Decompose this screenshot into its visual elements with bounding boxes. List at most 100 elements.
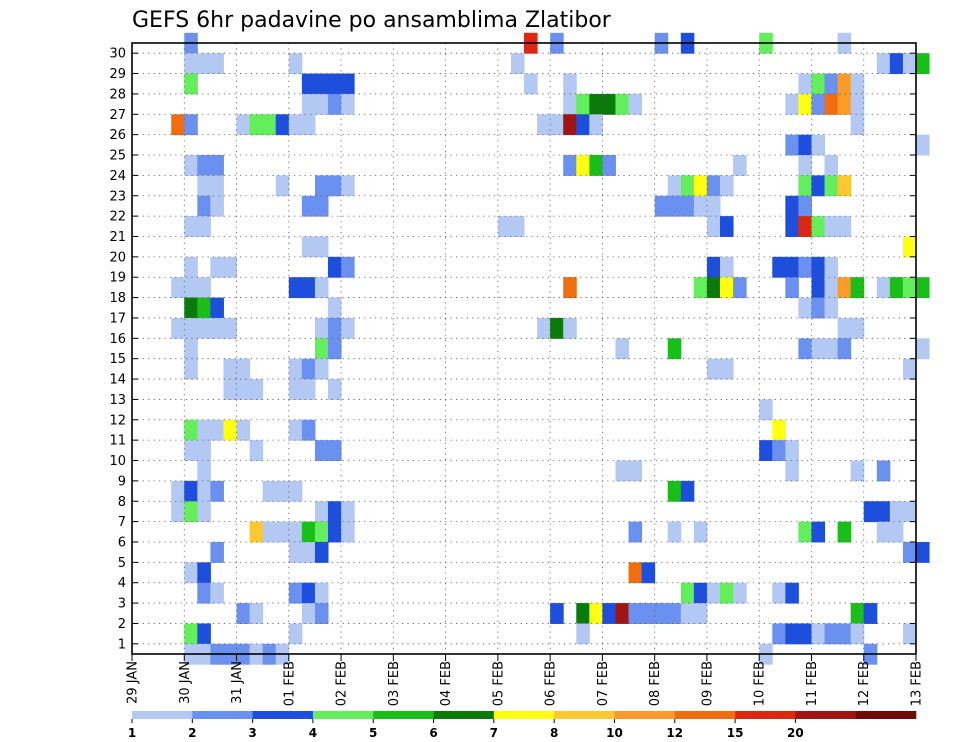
heatmap-cell — [301, 379, 316, 400]
heatmap-cell — [889, 277, 904, 299]
heatmap-cell — [602, 155, 616, 176]
heatmap-cell — [197, 501, 211, 523]
heatmap-cell — [693, 175, 708, 197]
heatmap-cell — [720, 216, 734, 237]
heatmap-cell — [314, 277, 329, 299]
colorbar-segment — [674, 711, 736, 719]
heatmap-cell — [733, 155, 747, 176]
heatmap-cell — [537, 114, 551, 136]
heatmap-cell — [210, 297, 224, 319]
heatmap-cell — [288, 379, 303, 400]
heatmap-cell — [706, 195, 721, 217]
heatmap-cell — [785, 582, 799, 604]
heatmap-cell — [876, 501, 891, 523]
heatmap-cell — [236, 358, 251, 380]
colorbar-label: 20 — [787, 726, 804, 740]
heatmap-cell — [563, 114, 577, 136]
heatmap-cell — [184, 256, 198, 278]
x-tick-label: 12 FEB — [857, 661, 872, 706]
heatmap-cell — [916, 53, 930, 75]
heatmap-cell — [341, 317, 355, 339]
heatmap-cell — [811, 256, 826, 278]
heatmap-cell — [563, 73, 577, 95]
heatmap-cell — [171, 114, 185, 136]
heatmap-cell — [341, 501, 355, 523]
heatmap-cell — [798, 155, 812, 176]
heatmap-cell — [563, 317, 577, 339]
heatmap-cell — [824, 338, 839, 360]
heatmap-cell — [524, 73, 538, 95]
heatmap-cell — [680, 582, 695, 604]
x-tick-label: 06 FEB — [544, 661, 559, 706]
heatmap-cell — [576, 93, 590, 115]
heatmap-cell — [210, 480, 224, 502]
x-tick-label: 02 FEB — [335, 661, 350, 706]
heatmap-cell — [563, 93, 577, 115]
heatmap-cell — [223, 379, 238, 400]
heatmap-cell — [197, 195, 211, 217]
heatmap-cell — [811, 175, 826, 197]
heatmap-cell — [249, 440, 264, 462]
heatmap-cell — [576, 114, 590, 136]
heatmap-cell — [837, 93, 852, 115]
y-tick-label: 5 — [118, 556, 126, 571]
x-tick-label: 05 FEB — [491, 661, 506, 706]
heatmap-cell — [184, 419, 198, 441]
heatmap-cell — [680, 480, 695, 502]
heatmap-cell — [628, 562, 643, 584]
y-tick-label: 8 — [118, 495, 126, 510]
heatmap-cell — [785, 440, 799, 462]
heatmap-cell — [275, 114, 290, 136]
heatmap-cell — [889, 521, 904, 543]
heatmap-cell — [301, 521, 316, 543]
heatmap-cell — [210, 175, 224, 197]
heatmap-cell — [314, 236, 329, 258]
heatmap-cell — [210, 541, 224, 563]
heatmap-cell — [916, 134, 930, 156]
heatmap-cell — [798, 73, 812, 95]
heatmap-cell — [210, 582, 224, 604]
colorbar-segment — [312, 711, 374, 719]
heatmap-cell — [798, 521, 812, 543]
y-axis: 1234567891011121314151617181920212223242… — [109, 47, 916, 652]
heatmap-cell — [785, 216, 799, 237]
heatmap-cell — [197, 53, 211, 75]
heatmap-cell — [759, 399, 773, 421]
x-tick-label: 01 FEB — [282, 661, 297, 706]
heatmap-cell — [889, 53, 904, 75]
heatmap-cell — [184, 155, 198, 176]
heatmap-cell — [863, 603, 878, 624]
heatmap-cell — [850, 73, 865, 95]
heatmap-cell — [824, 73, 839, 95]
heatmap-cell — [916, 277, 930, 299]
heatmap-cell — [902, 501, 917, 523]
heatmap-cells — [171, 32, 930, 665]
heatmap-cell — [184, 114, 198, 136]
y-tick-label: 17 — [109, 311, 126, 326]
heatmap-cell — [197, 277, 211, 299]
x-tick-label: 11 FEB — [805, 661, 820, 706]
heatmap-cell — [772, 440, 786, 462]
heatmap-cell — [641, 603, 656, 624]
heatmap-cell — [314, 73, 329, 95]
heatmap-cell — [314, 317, 329, 339]
heatmap-cell — [550, 114, 564, 136]
colorbar-label: 15 — [727, 726, 744, 740]
heatmap-cell — [328, 73, 342, 95]
heatmap-cell — [850, 114, 865, 136]
heatmap-cell — [301, 73, 316, 95]
chart-title: GEFS 6hr padavine po ansamblima Zlatibor — [132, 8, 612, 33]
y-tick-label: 16 — [109, 332, 126, 347]
heatmap-cell — [301, 603, 316, 624]
y-tick-label: 7 — [118, 515, 126, 530]
y-tick-label: 15 — [109, 352, 126, 367]
heatmap-cell — [314, 521, 329, 543]
heatmap-cell — [537, 317, 551, 339]
heatmap-cell — [837, 175, 852, 197]
heatmap-cell — [197, 623, 211, 645]
heatmap-cell — [785, 623, 799, 645]
heatmap-cell — [811, 73, 826, 95]
heatmap-cell — [667, 195, 682, 217]
heatmap-cell — [328, 93, 342, 115]
heatmap-cell — [667, 175, 682, 197]
